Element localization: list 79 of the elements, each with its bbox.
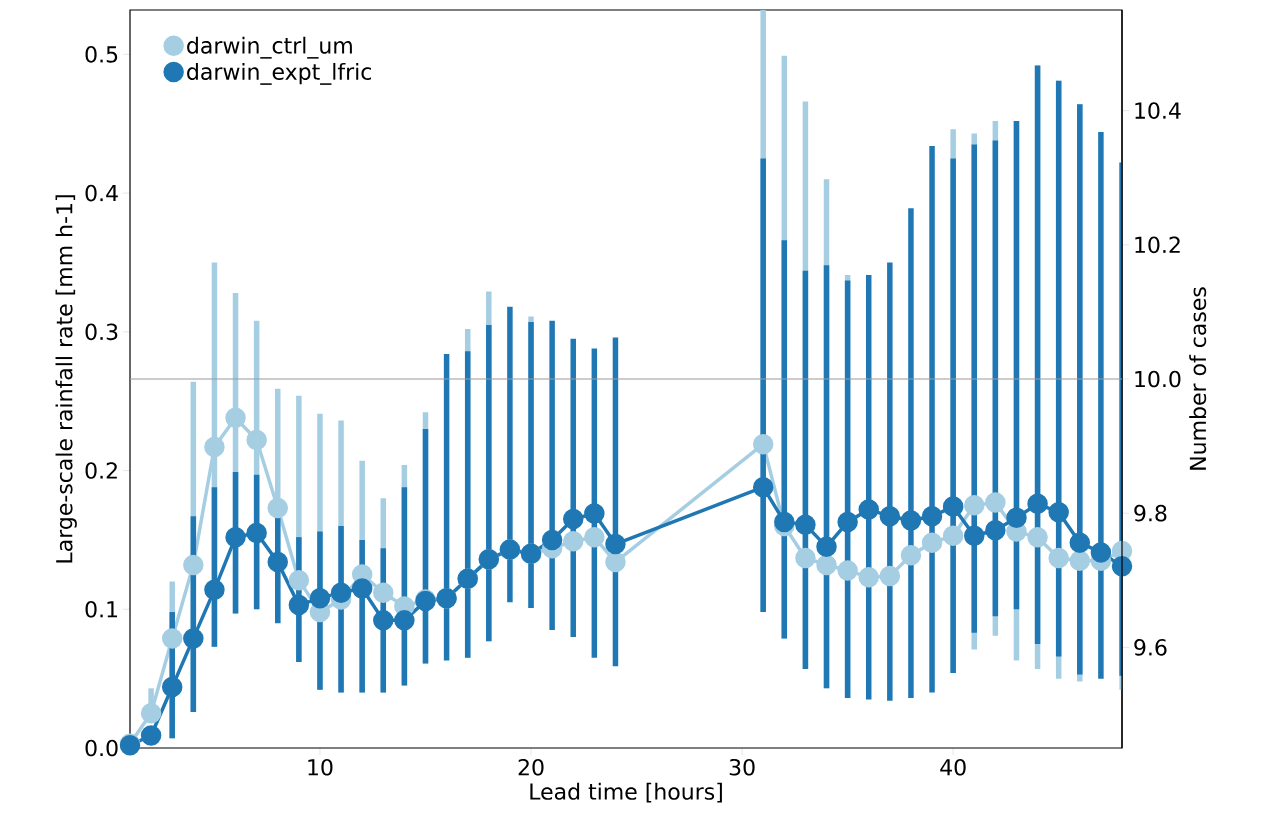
point (288, 569, 310, 591)
legend-label: darwin_ctrl_um (187, 36, 352, 59)
point (1027, 493, 1048, 515)
point (246, 522, 267, 544)
point (309, 587, 331, 609)
point (1048, 547, 1069, 569)
x-tick-label: 10 (308, 758, 333, 776)
point (204, 436, 225, 458)
point (562, 531, 584, 552)
point (204, 579, 225, 601)
point (1027, 526, 1048, 548)
y2-axis-title: Number of cases (1189, 287, 1207, 470)
point (562, 508, 584, 530)
point (330, 582, 352, 603)
y-tick-label: 0.0 (85, 739, 118, 757)
y2-tick-label: 10.2 (1135, 236, 1180, 254)
point (161, 676, 183, 698)
point (288, 594, 310, 616)
point (816, 554, 837, 576)
point (267, 497, 288, 519)
point (267, 551, 288, 573)
point (605, 533, 626, 555)
point (246, 429, 267, 451)
point (942, 525, 964, 546)
point (351, 578, 373, 599)
x-axis-title: Lead time [hours] (530, 782, 722, 803)
point (140, 703, 162, 724)
point (900, 510, 922, 531)
point (816, 536, 837, 558)
y2-tick-label: 9.8 (1134, 504, 1167, 522)
y-tick-label: 0.1 (85, 600, 118, 618)
point (394, 610, 415, 631)
point (985, 492, 1006, 513)
point (584, 503, 605, 524)
point (752, 433, 774, 455)
y-tick-label: 0.4 (85, 184, 118, 202)
point (541, 529, 563, 551)
y2-tick-label: 9.6 (1134, 639, 1167, 656)
point (161, 628, 183, 649)
y-tick-label: 0.2 (85, 462, 117, 479)
x-tick-label: 30 (729, 758, 755, 776)
point (1006, 507, 1027, 528)
point (140, 725, 162, 746)
y-tick-label: 0.3 (85, 323, 118, 341)
y-tick-label: 0.5 (85, 46, 118, 63)
point (1069, 550, 1091, 571)
y-axis-title: Large-scale rainfall rate [mm h-1] (55, 195, 77, 563)
point (964, 525, 985, 546)
point (879, 506, 901, 527)
point (795, 547, 816, 569)
point (985, 519, 1006, 541)
point (942, 496, 964, 517)
point (373, 610, 394, 631)
point (183, 628, 204, 649)
point (183, 554, 204, 576)
point (225, 526, 246, 548)
point (1069, 532, 1091, 553)
y2-tick-label: 10.4 (1135, 102, 1181, 119)
point (858, 499, 879, 520)
point (1048, 501, 1069, 523)
point (837, 511, 858, 533)
point (605, 551, 626, 573)
point (752, 476, 774, 498)
point (921, 532, 943, 553)
point (879, 565, 901, 587)
point (584, 526, 605, 548)
x-tick-label: 20 (518, 758, 544, 776)
legend-label: darwin_expt_lfric (187, 62, 372, 85)
point (921, 506, 943, 527)
point (795, 514, 816, 535)
point (225, 407, 246, 429)
x-tick-label: 40 (940, 758, 966, 776)
y2-tick-label: 10.0 (1135, 370, 1181, 388)
point (900, 544, 922, 566)
point (1090, 542, 1112, 563)
point (964, 494, 985, 516)
point (837, 560, 858, 581)
point (858, 567, 879, 588)
point (373, 582, 394, 603)
